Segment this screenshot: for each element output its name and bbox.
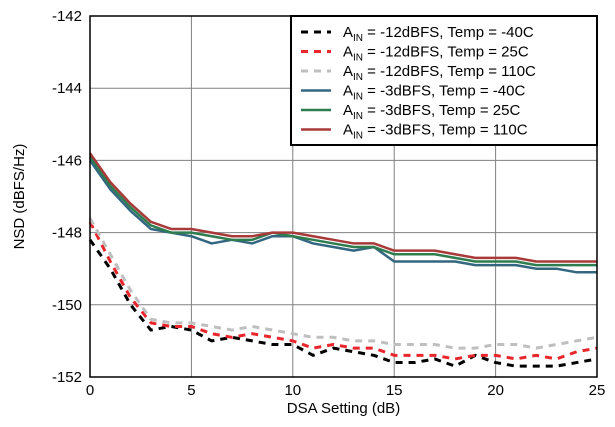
- y-tick-label: -144: [52, 80, 82, 97]
- legend-box: [290, 15, 598, 146]
- legend-label-2: AIN = -12dBFS, Temp = 25C: [343, 44, 529, 64]
- series-line-5: [88, 156, 597, 267]
- legend-label-3: AIN = -12dBFS, Temp = 110C: [343, 63, 536, 83]
- x-tick-labels: 0 5 10 15 20 25: [86, 382, 606, 399]
- y-tick-label: -152: [52, 369, 82, 386]
- series-line-6: [88, 152, 597, 263]
- y-tick-label: -146: [52, 152, 82, 169]
- y-tick-label: -142: [52, 8, 82, 25]
- y-tick-label: -148: [52, 225, 82, 242]
- series-line-4: [88, 159, 597, 274]
- x-tick-label: 15: [386, 382, 403, 399]
- x-tick-label: 0: [86, 382, 94, 399]
- x-tick-label: 10: [284, 382, 301, 399]
- series-lines: [88, 152, 598, 368]
- x-tick-label: 5: [187, 382, 195, 399]
- series-line-1: [88, 238, 598, 368]
- y-axis-label: NSD (dBFS/Hz): [11, 144, 28, 250]
- x-tick-label: 20: [487, 382, 504, 399]
- legend-label-1: AIN = -12dBFS, Temp = -40C: [343, 24, 534, 44]
- legend-label-5: AIN = -3dBFS, Temp = 25C: [343, 102, 520, 122]
- series-line-3: [88, 217, 598, 350]
- x-tick-label: 25: [589, 382, 606, 399]
- legend-label-4: AIN = -3dBFS, Temp = -40C: [343, 83, 525, 103]
- legend-label-6: AIN = -3dBFS, Temp = 110C: [343, 122, 528, 142]
- y-tick-labels: -142 -144 -146 -148 -150 -152: [52, 8, 82, 386]
- y-tick-label: -150: [52, 297, 82, 314]
- x-axis-label: DSA Setting (dB): [287, 400, 400, 417]
- series-line-2: [88, 221, 598, 361]
